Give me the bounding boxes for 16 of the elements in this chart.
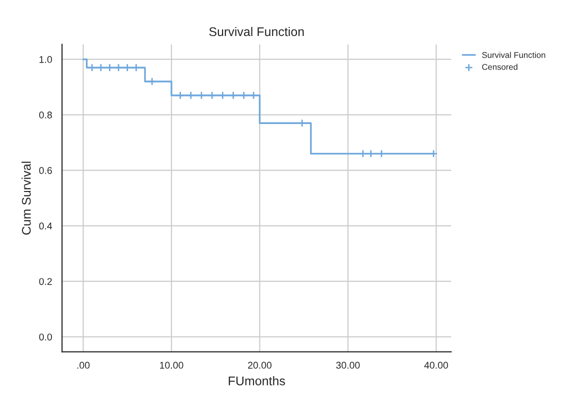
x-tick-label: 30.00 <box>336 362 360 369</box>
x-axis-title: FUmonths <box>228 376 285 386</box>
y-tick-label: 0.4 <box>39 222 52 230</box>
x-tick-label: 10.00 <box>160 362 184 369</box>
y-tick-label: 1.0 <box>40 56 52 63</box>
legend-label: Survival Function <box>482 52 546 58</box>
legend-label: Censored <box>482 64 518 70</box>
y-tick-label: 0.6 <box>39 167 52 174</box>
y-tick-label: 0.0 <box>39 334 52 340</box>
x-tick-label: 20.00 <box>248 362 272 369</box>
y-axis-title: Cum Survival <box>22 162 31 235</box>
y-tick-label: 0.8 <box>39 112 52 118</box>
x-tick-label: .00 <box>77 362 90 369</box>
x-tick-label: 40.00 <box>424 362 448 369</box>
y-tick-label: 0.2 <box>39 278 52 285</box>
chart-title: Survival Function <box>209 26 304 36</box>
